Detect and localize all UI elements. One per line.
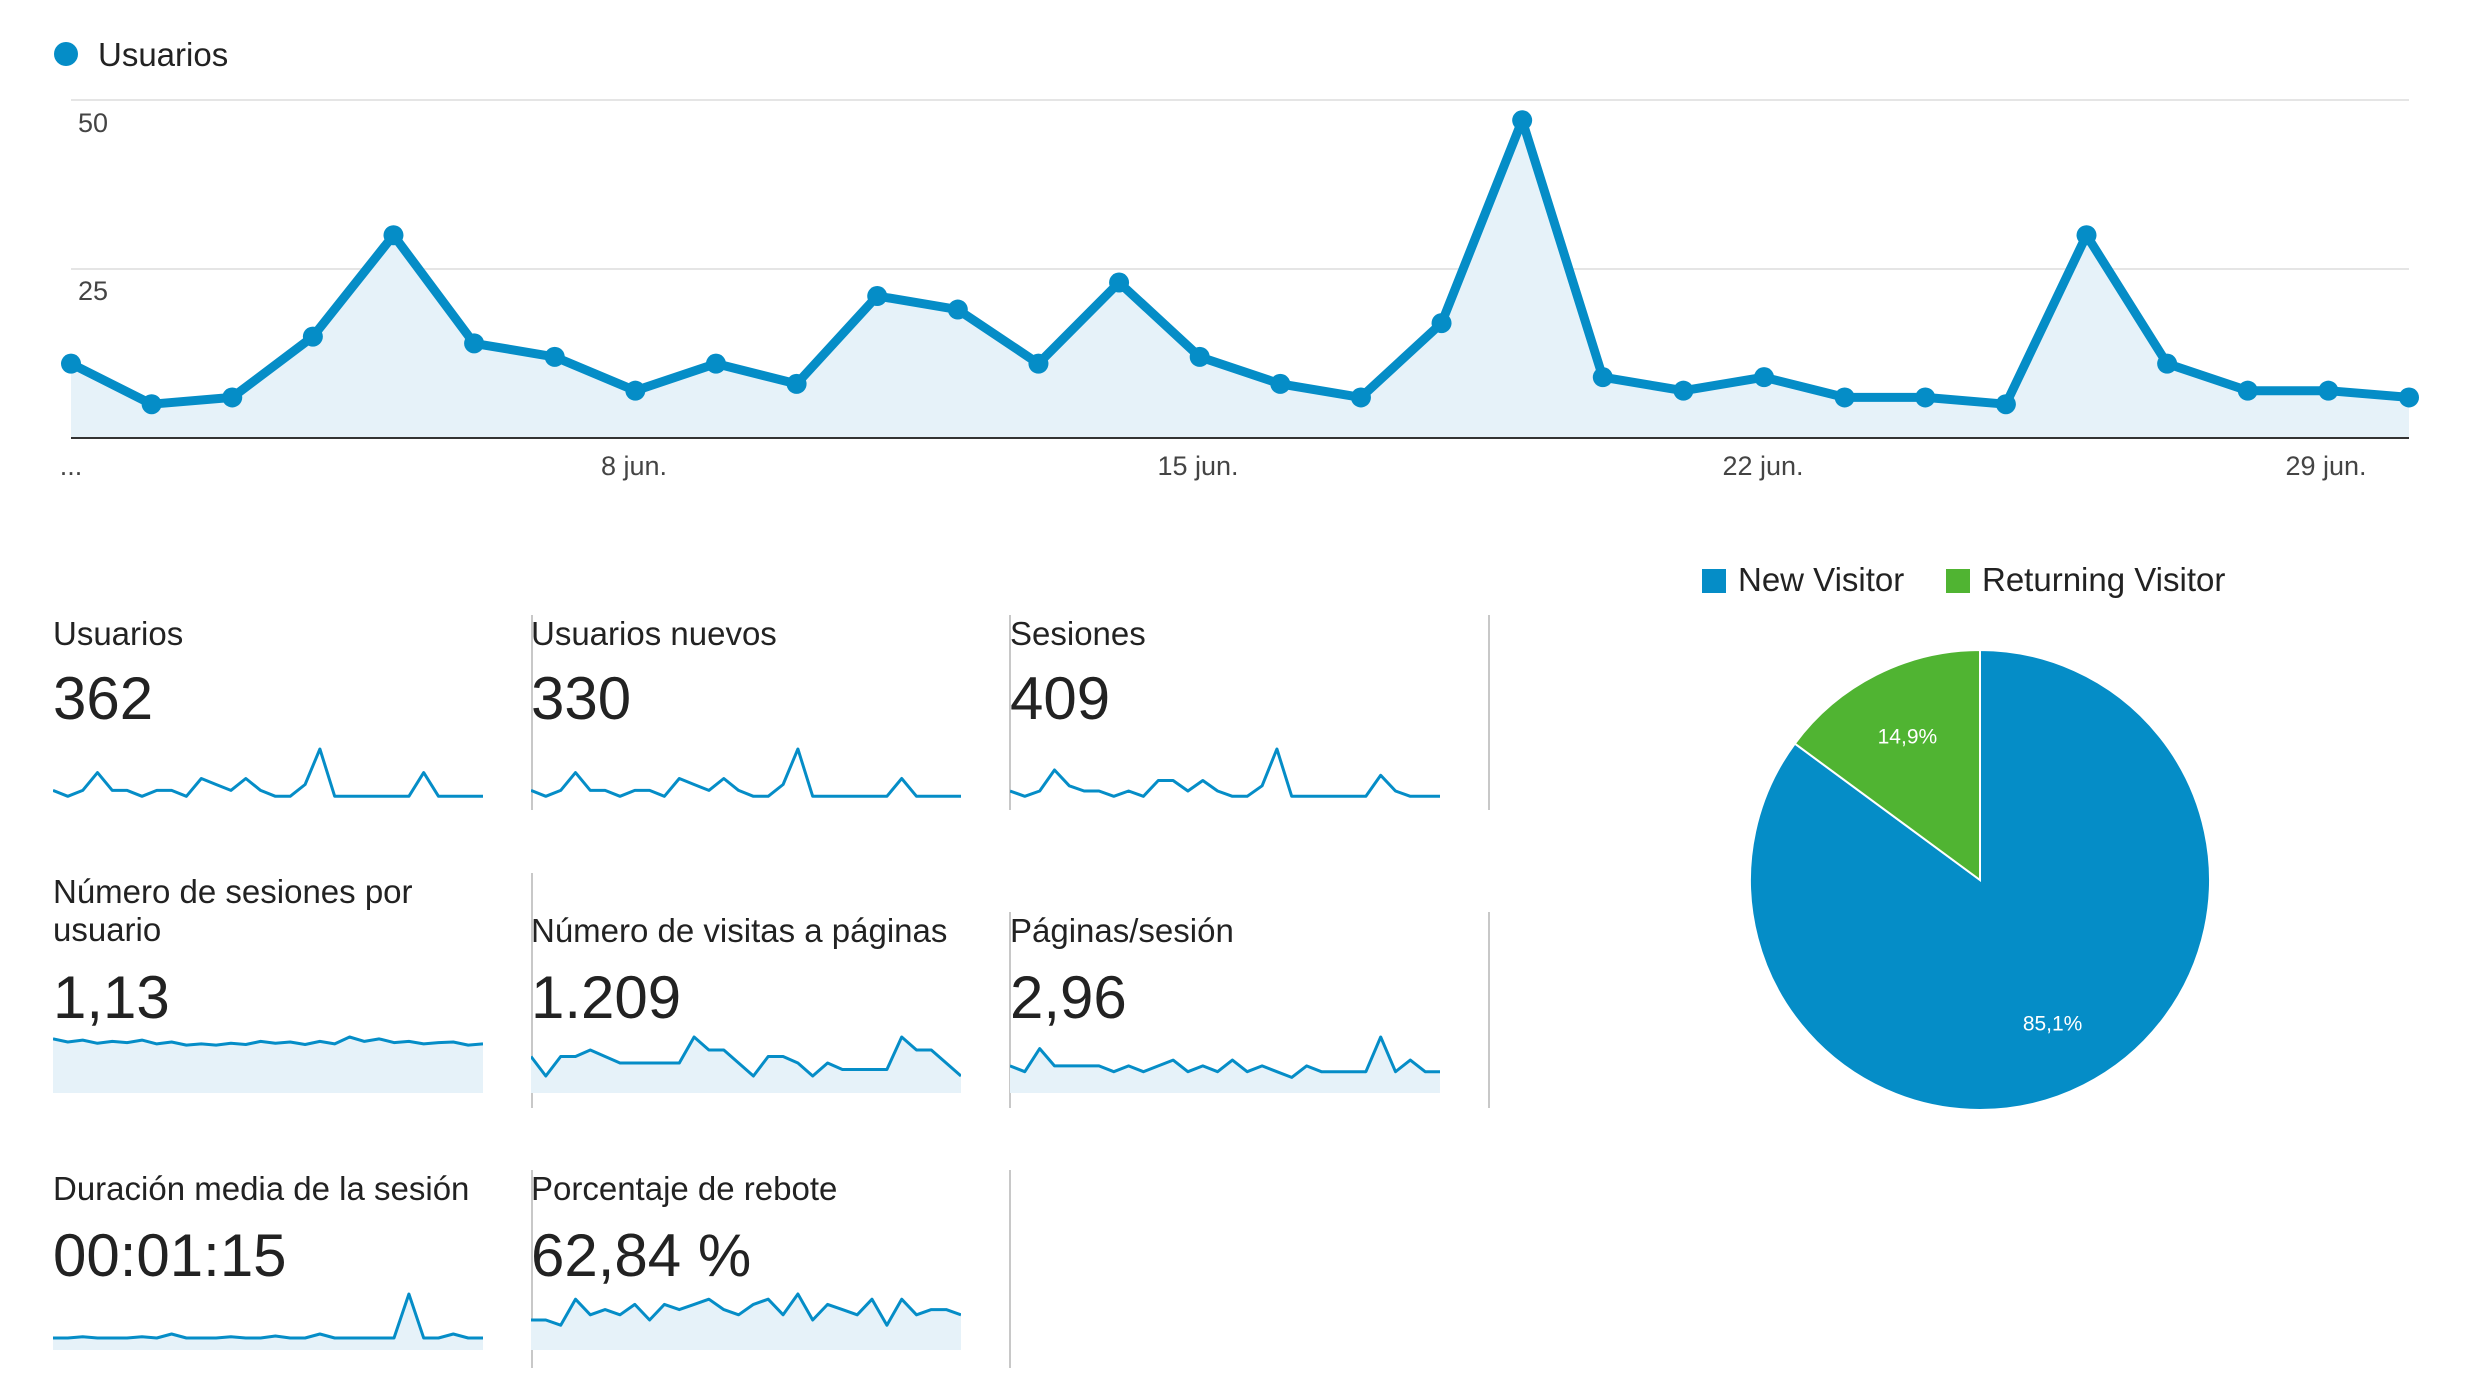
metric-label: Número de sesiones por usuario (53, 873, 413, 948)
data-point[interactable] (544, 346, 565, 367)
metric-tile-sesiones[interactable]: Sesiones 409 (1010, 615, 1490, 810)
metric-sparkline (1010, 747, 1440, 798)
x-tick-label-22-jun: 22 jun. (1722, 451, 1803, 481)
metric-sparkline (1010, 1035, 1440, 1093)
data-point[interactable] (1512, 110, 1533, 131)
line-chart-legend[interactable]: Usuarios (54, 36, 228, 73)
data-point[interactable] (2076, 225, 2097, 246)
metric-label: Usuarios nuevos (531, 615, 777, 652)
data-point[interactable] (2399, 387, 2419, 408)
data-point[interactable] (2157, 353, 2178, 374)
metric-label: Usuarios (53, 615, 184, 652)
data-point[interactable] (867, 286, 888, 307)
metric-value: 362 (53, 665, 154, 732)
metric-sparkline (53, 1292, 483, 1350)
data-point[interactable] (2237, 380, 2258, 401)
metric-sparkline (53, 1035, 483, 1093)
metric-value: 1.209 (531, 964, 682, 1031)
sparkline-line (53, 747, 483, 798)
metric-label: Porcentaje de rebote (531, 1170, 838, 1207)
data-point[interactable] (1109, 272, 1130, 293)
data-point[interactable] (786, 373, 807, 394)
metric-label: Duración media de la sesión (53, 1170, 470, 1207)
data-point[interactable] (2318, 380, 2339, 401)
data-point[interactable] (1995, 394, 2016, 415)
metric-value: 1,13 (53, 964, 170, 1031)
x-tick-label-start: ... (60, 451, 83, 481)
sparkline-area (531, 1294, 961, 1350)
data-point[interactable] (1350, 387, 1371, 408)
data-point[interactable] (302, 326, 323, 347)
sparkline-area (1010, 1037, 1440, 1093)
metric-value: 2,96 (1010, 964, 1127, 1031)
y-tick-25: 25 (78, 276, 108, 306)
data-point[interactable] (1754, 367, 1775, 388)
data-point[interactable] (1431, 313, 1452, 334)
metric-label: Número de visitas a páginas (531, 912, 948, 949)
sparkline-line (53, 1292, 483, 1340)
metric-tile-paginas-sesion[interactable]: Páginas/sesión 2,96 (1010, 912, 1490, 1108)
data-point[interactable] (1028, 353, 1049, 374)
metric-label: Páginas/sesión (1010, 912, 1234, 949)
sparkline-line (531, 1035, 961, 1078)
sparkline-line (1010, 1035, 1440, 1079)
legend-label-returning-visitor: Returning Visitor (1982, 561, 2226, 598)
metric-tile-visitas-a-paginas[interactable]: Número de visitas a páginas 1.209 (531, 912, 1011, 1108)
x-tick-label-29-jun: 29 jun. (2285, 451, 2366, 481)
data-point[interactable] (625, 380, 646, 401)
metric-value: 00:01:15 (53, 1222, 287, 1289)
data-point[interactable] (705, 353, 726, 374)
metric-tile-usuarios-nuevos[interactable]: Usuarios nuevos 330 (531, 615, 1011, 810)
metric-tile-porcentaje-rebote[interactable]: Porcentaje de rebote 62,84 % (531, 1170, 1011, 1368)
sparkline-line (531, 747, 961, 798)
x-tick-label-8-jun: 8 jun. (601, 451, 667, 481)
metric-tile-duracion-media[interactable]: Duración media de la sesión 00:01:15 (53, 1170, 533, 1368)
pie-legend-returning-visitor[interactable]: Returning Visitor (1946, 560, 2225, 600)
x-tick-label-15-jun: 15 jun. (1157, 451, 1238, 481)
legend-label-new-visitor: New Visitor (1738, 561, 1905, 598)
pie-label-returning-visitor: 14,9% (1878, 725, 1938, 748)
pie-slice-returning-visitor[interactable] (1793, 648, 1981, 882)
sparkline-area (53, 1294, 483, 1350)
metric-tile-sesiones-por-usuario[interactable]: Número de sesiones por usuario 1,13 (53, 873, 533, 1108)
data-point[interactable] (61, 353, 81, 374)
metric-sparkline (531, 1035, 961, 1093)
metric-value: 62,84 % (531, 1222, 752, 1289)
metric-sparkline (531, 1292, 961, 1350)
series-line-usuarios (66, 115, 2414, 409)
metric-label: Sesiones (1010, 615, 1146, 652)
data-point[interactable] (1834, 387, 1855, 408)
metric-value: 330 (531, 665, 632, 732)
legend-label-usuarios: Usuarios (98, 36, 228, 73)
data-point[interactable] (1915, 387, 1936, 408)
data-point[interactable] (222, 387, 243, 408)
metric-tile-usuarios[interactable]: Usuarios 362 (53, 615, 533, 810)
data-point[interactable] (1673, 380, 1694, 401)
data-point[interactable] (383, 225, 404, 246)
legend-swatch-returning-visitor (1946, 569, 1970, 593)
data-point[interactable] (1189, 346, 1210, 367)
legend-swatch-new-visitor (1702, 569, 1726, 593)
legend-marker-usuarios (54, 42, 78, 66)
sparkline-line (53, 1035, 483, 1047)
sparkline-area (531, 1037, 961, 1093)
pie-label-new-visitor: 85,1% (2023, 1013, 2083, 1036)
data-point[interactable] (1270, 373, 1291, 394)
metric-sparkline (53, 747, 483, 798)
data-point[interactable] (947, 299, 968, 320)
sparkline-area (53, 1037, 483, 1093)
y-tick-50: 50 (78, 108, 108, 138)
metric-value: 409 (1010, 665, 1111, 732)
data-point[interactable] (1592, 367, 1613, 388)
sparkline-line (531, 1292, 961, 1327)
users-line-chart: Usuarios 50 25 ... 8 jun. 15 jun. 22 jun… (54, 36, 2419, 481)
metric-sparkline (531, 747, 961, 798)
pie-legend-new-visitor[interactable]: New Visitor (1702, 560, 1904, 600)
sparkline-line (1010, 747, 1440, 798)
data-point[interactable] (464, 333, 485, 354)
visitor-type-pie-chart: 85,1% 14,9% (1749, 648, 2211, 1111)
data-point[interactable] (141, 394, 162, 415)
